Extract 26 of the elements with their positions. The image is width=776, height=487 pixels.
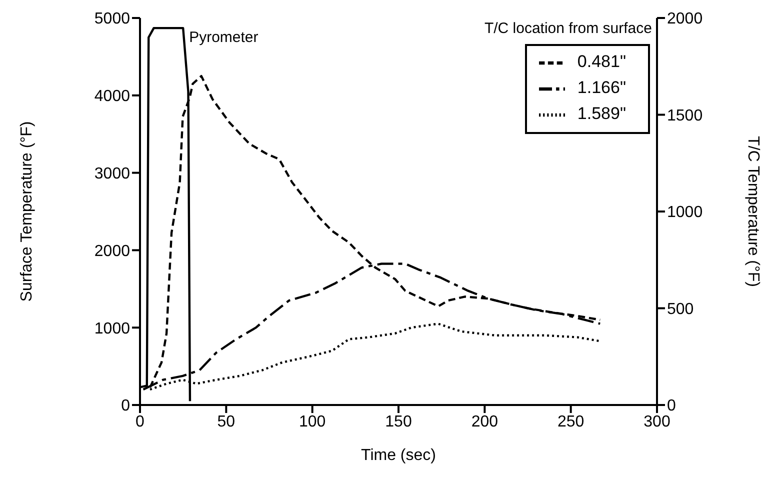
- x-tick-label: 0: [136, 413, 145, 430]
- x-tick-label: 150: [385, 413, 412, 430]
- y2-tick-label: 1000: [667, 204, 703, 222]
- y-tick-label: 2000: [94, 242, 130, 260]
- x-tick-label: 300: [644, 413, 670, 430]
- x-tick-label: 200: [471, 413, 498, 430]
- x-tick-label: 100: [298, 413, 326, 430]
- y-tick-label: 0: [121, 398, 130, 415]
- legend-label: 1.589": [577, 104, 626, 124]
- legend-title: T/C location from surface: [484, 20, 652, 37]
- y2-tick-label: 2000: [667, 10, 703, 28]
- y-tick-label: 3000: [94, 165, 130, 182]
- y-tick-label: 5000: [94, 10, 130, 28]
- x-axis-title: Time (sec): [361, 447, 436, 464]
- y2-axis-title: T/C Temperature (°F): [744, 136, 762, 288]
- y2-tick-label: 1500: [667, 107, 703, 124]
- y2-tick-label: 0: [667, 398, 676, 415]
- series-label: Pyrometer: [189, 29, 258, 46]
- x-tick-label: 250: [557, 413, 584, 430]
- y-tick-label: 1000: [94, 320, 130, 338]
- legend-label: 1.166": [577, 78, 626, 98]
- y-axis-title: Surface Temperature (°F): [18, 121, 36, 302]
- y2-tick-label: 500: [667, 300, 694, 318]
- y-tick-label: 4000: [94, 88, 130, 106]
- x-tick-label: 50: [217, 413, 236, 430]
- legend-label: 0.481": [577, 52, 626, 72]
